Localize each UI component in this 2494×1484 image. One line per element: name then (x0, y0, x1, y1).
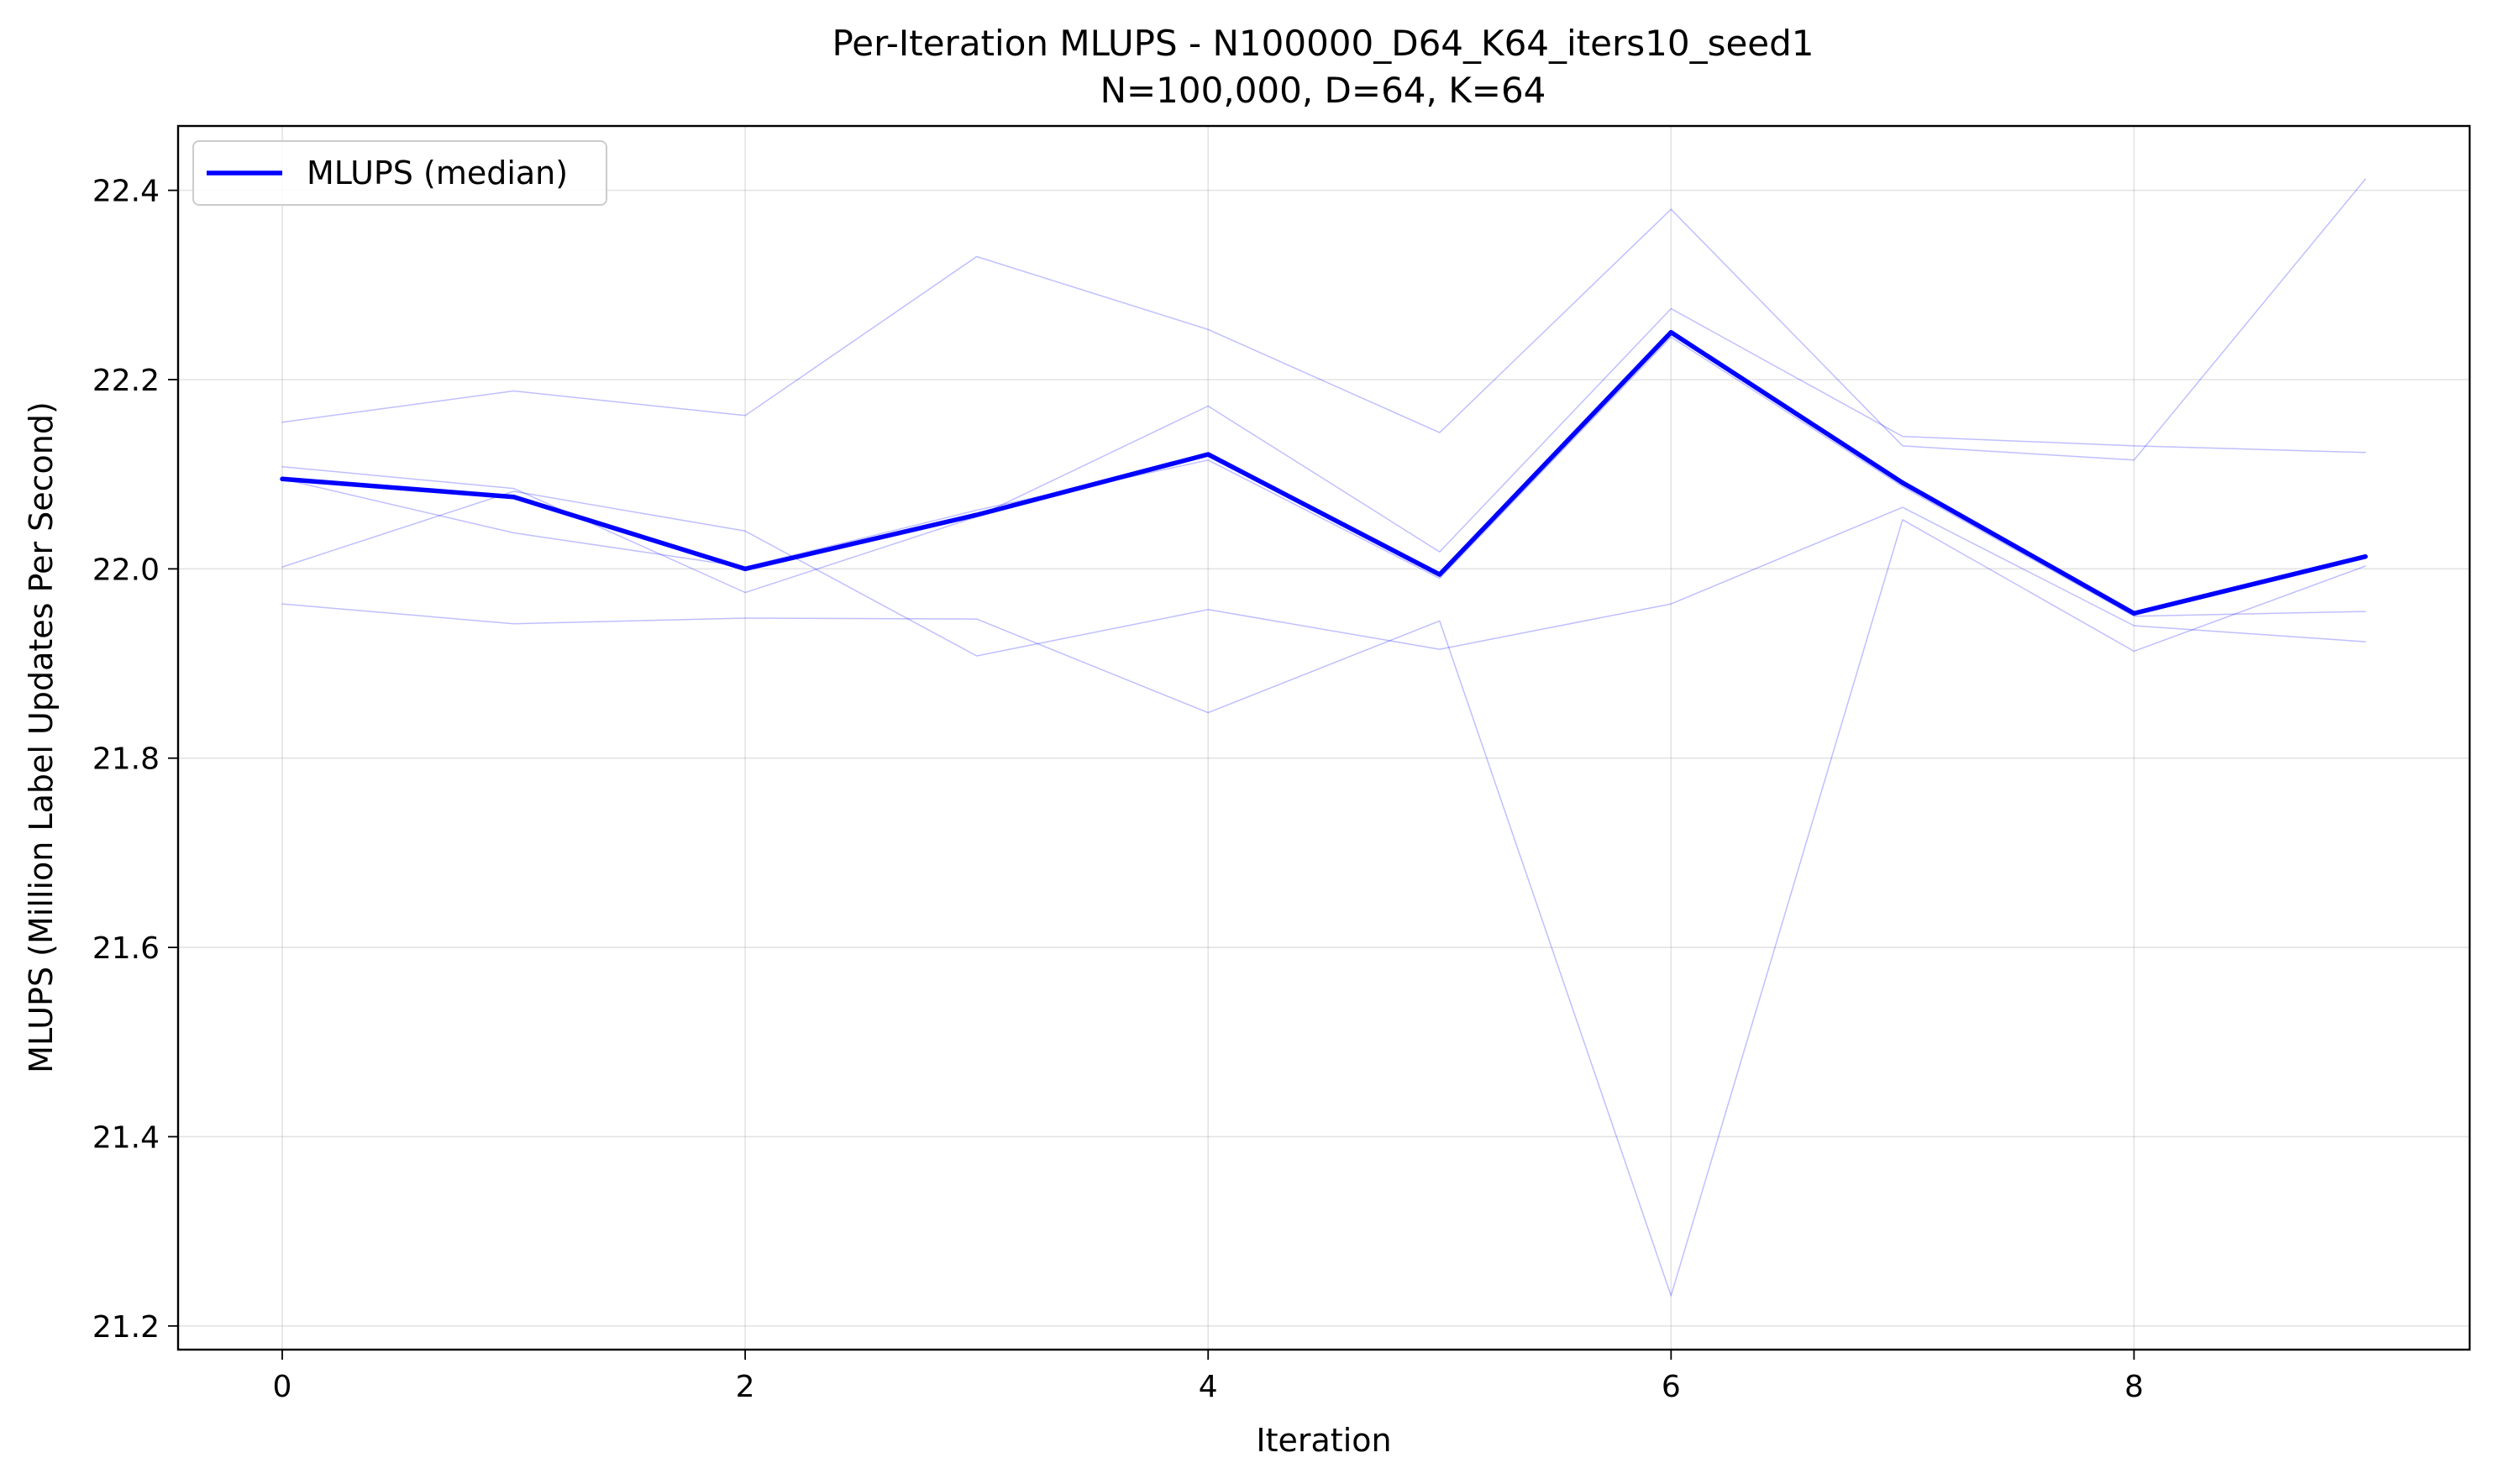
series-line-run-3 (281, 490, 2366, 657)
x-axis-ticks: 0 2 4 6 8 (273, 1350, 2144, 1404)
plot-frame (176, 124, 2471, 1351)
series-line-run-1 (281, 178, 2366, 461)
x-tick-label: 2 (736, 1370, 755, 1404)
x-tick-label: 6 (1662, 1370, 1681, 1404)
x-axis-label: Iteration (1256, 1422, 1391, 1459)
y-tick-label: 21.6 (92, 931, 160, 966)
y-tick-label: 22.0 (92, 553, 160, 587)
series-line-run-2 (281, 307, 2366, 594)
y-tick-label: 21.4 (92, 1120, 160, 1155)
x-tick-label: 8 (2124, 1370, 2144, 1404)
y-tick-label: 21.2 (92, 1310, 160, 1345)
legend: MLUPS (median) (192, 140, 607, 206)
y-tick-label: 22.4 (92, 175, 160, 209)
y-tick-label: 22.2 (92, 364, 160, 398)
series-line-run-4 (281, 519, 2366, 1297)
series-line-run-5 (281, 336, 2366, 617)
chart-title: Per-Iteration MLUPS - N100000_D64_K64_it… (832, 23, 1814, 64)
y-axis-label: MLUPS (Million Label Updates Per Second) (23, 401, 60, 1073)
y-axis-ticks: 21.2 21.4 21.6 21.8 22.0 22.2 22.4 (92, 175, 178, 1345)
x-tick-label: 0 (273, 1370, 292, 1404)
chart-subtitle: N=100,000, D=64, K=64 (1100, 70, 1546, 111)
y-tick-label: 21.8 (92, 742, 160, 777)
grid (178, 126, 2470, 1350)
legend-box (192, 140, 607, 206)
series-line-median (280, 329, 2368, 616)
legend-label-median: MLUPS (median) (307, 155, 568, 191)
series-group (280, 178, 2368, 1297)
x-tick-label: 4 (1199, 1370, 1218, 1404)
